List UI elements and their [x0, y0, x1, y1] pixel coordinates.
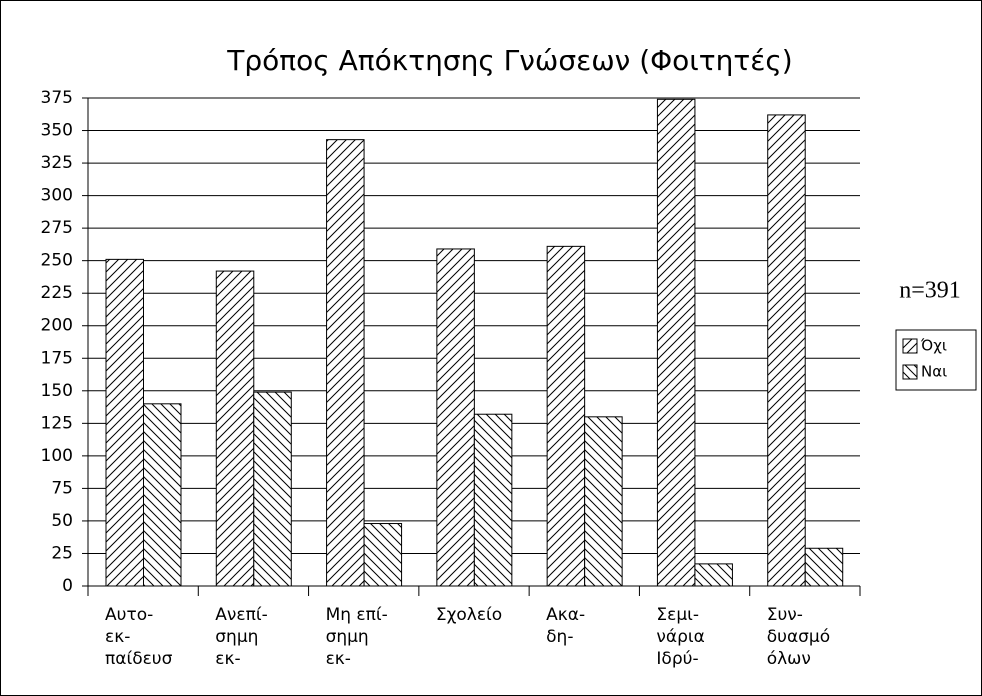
- legend-label: Ναι: [921, 363, 947, 381]
- bar: [584, 416, 623, 587]
- legend-swatch: [902, 364, 918, 380]
- x-tick-label: παίδευσ: [105, 649, 173, 669]
- y-tick-label: 225: [41, 283, 73, 303]
- x-tick-label: Ανεπί-: [215, 605, 267, 625]
- annotation: n=391: [899, 278, 961, 304]
- y-tick-label: 300: [41, 186, 73, 206]
- x-tick-label: εκ-: [215, 649, 240, 669]
- y-tick-label: 75: [51, 478, 73, 498]
- legend-swatch: [902, 338, 918, 354]
- y-tick-label: 200: [41, 316, 73, 336]
- x-tick-label: Αυτο-: [105, 605, 153, 625]
- x-tick-label: νάρια: [656, 627, 704, 647]
- x-tick-label: όλων: [767, 649, 811, 669]
- bar: [767, 114, 806, 587]
- y-tick-label: 375: [41, 88, 73, 108]
- x-tick-label: σημη: [215, 627, 258, 647]
- x-tick-label: δη-: [546, 627, 573, 647]
- x-tick-label: Ακα-: [546, 605, 585, 625]
- bar: [546, 245, 586, 587]
- y-tick-label: 350: [41, 121, 73, 141]
- y-tick-label: 150: [41, 381, 73, 401]
- bar: [105, 258, 144, 587]
- y-tick-label: 25: [51, 543, 73, 563]
- x-tick-label: Σχολείο: [436, 605, 502, 625]
- y-tick-label: 175: [41, 348, 73, 368]
- bar: [804, 547, 844, 587]
- bar: [143, 403, 182, 587]
- bar: [215, 270, 255, 587]
- bar: [656, 98, 696, 587]
- y-tick-label: 125: [41, 413, 73, 433]
- x-tick-label: Ιδρύ-: [656, 649, 698, 669]
- bar: [363, 523, 403, 587]
- x-tick-label: Μη επί-: [326, 605, 388, 625]
- y-tick-label: 325: [41, 153, 73, 173]
- bar: [436, 248, 475, 587]
- bar: [473, 413, 513, 587]
- y-tick-label: 100: [41, 446, 73, 466]
- chart-title: Τρόπος Απόκτησης Γνώσεων (Φοιτητές): [226, 44, 792, 77]
- bar: [326, 139, 365, 587]
- y-tick-label: 275: [41, 218, 73, 238]
- x-tick-label: σημη: [326, 627, 369, 647]
- x-tick-label: Σεμι-: [656, 605, 699, 625]
- y-tick-label: 50: [51, 511, 73, 531]
- x-tick-label: Συν-: [767, 605, 803, 625]
- x-tick-label: εκ-: [326, 649, 351, 669]
- y-tick-label: 0: [62, 576, 73, 596]
- bar: [694, 563, 733, 587]
- y-tick-label: 250: [41, 251, 73, 271]
- x-tick-label: δυασμό: [767, 627, 830, 647]
- legend-label: Όχι: [920, 337, 947, 355]
- bar: [253, 391, 292, 587]
- x-tick-label: εκ-: [105, 627, 130, 647]
